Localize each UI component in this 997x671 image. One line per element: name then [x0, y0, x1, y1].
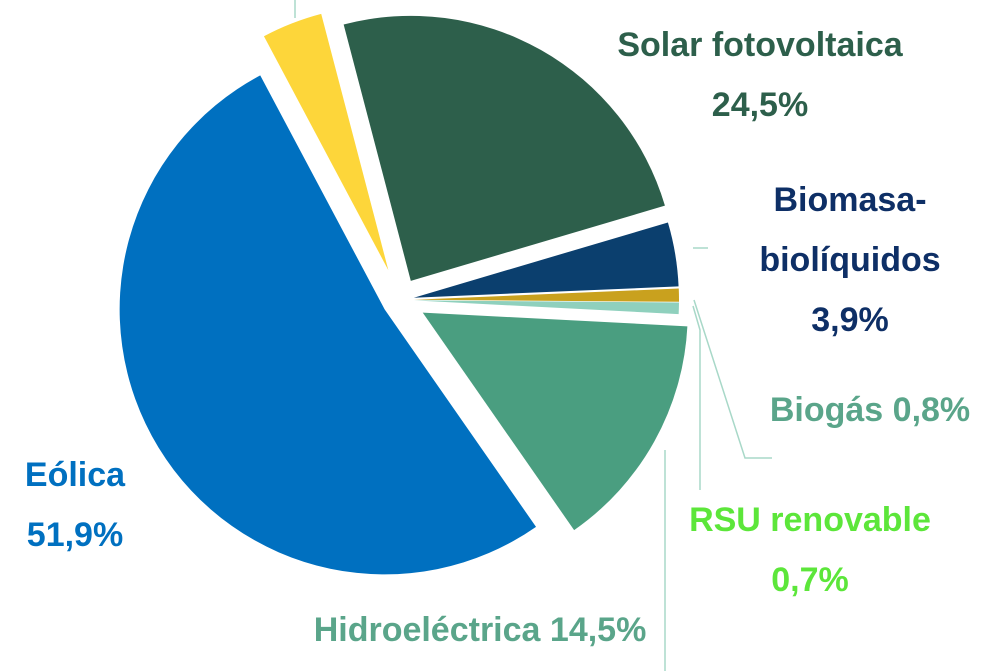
value-label: 0,8%	[892, 391, 971, 429]
value-label: 51,9%	[26, 516, 124, 554]
slice-label: RSU renovable 0,7%	[660, 490, 960, 610]
slice-label: Solar fotovoltaica 24,5%	[560, 15, 960, 135]
pie-slice	[263, 13, 389, 271]
pie-slice	[343, 15, 665, 281]
slice-label: Hidroeléctrica 14,5%	[250, 600, 710, 660]
value-label: 0,7%	[771, 561, 849, 599]
category-name: Eólica	[24, 456, 126, 494]
value-label: 3,9%	[811, 301, 889, 339]
category-name: Biogás	[769, 391, 884, 429]
category-name: Solar fotovoltaica	[617, 26, 903, 64]
value-label: 14,5%	[549, 611, 647, 649]
leader-line	[693, 299, 772, 459]
slice-label: Eólica 51,9%	[0, 445, 150, 565]
category-name: Hidroeléctrica	[313, 611, 541, 649]
pie-slice	[413, 222, 679, 298]
pie-slice	[413, 300, 679, 315]
category-name: RSU renovable	[689, 501, 931, 539]
value-label: 24,5%	[711, 86, 809, 124]
pie-slice	[422, 312, 688, 531]
slice-label: Biomasa-biolíquidos 3,9%	[720, 170, 980, 350]
pie-slice	[413, 288, 679, 302]
category-name: Biomasa-biolíquidos	[759, 181, 941, 279]
pie-slice	[119, 75, 537, 575]
slice-label: Biogás 0,8%	[745, 380, 995, 440]
leader-line	[692, 305, 701, 490]
